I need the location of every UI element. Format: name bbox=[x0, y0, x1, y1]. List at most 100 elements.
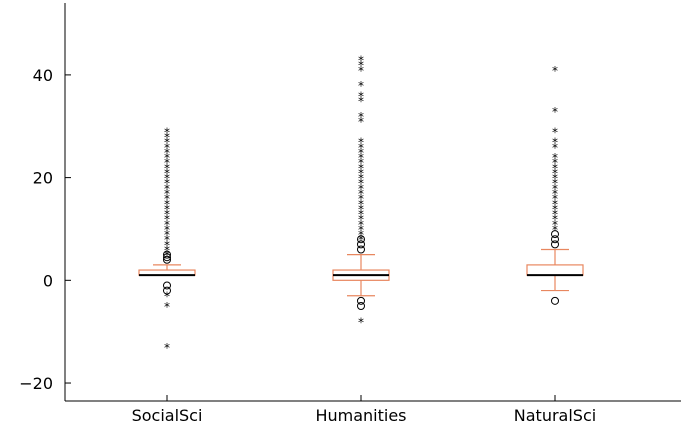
outlier-circle bbox=[163, 281, 171, 290]
outlier-asterisk: * bbox=[358, 187, 364, 201]
outlier-asterisk: * bbox=[552, 105, 558, 119]
outlier-asterisk: * bbox=[552, 136, 558, 150]
outlier-asterisk: * bbox=[164, 161, 170, 175]
outlier-asterisk: * bbox=[358, 95, 364, 109]
outlier-asterisk: * bbox=[358, 156, 364, 170]
outlier-circle bbox=[551, 235, 559, 244]
y-tick-label: −20 bbox=[19, 374, 53, 393]
box-group-socialsci: **************************** bbox=[138, 125, 196, 355]
outlier-asterisk: * bbox=[552, 141, 558, 155]
outlier-asterisk: * bbox=[164, 341, 170, 355]
outlier-asterisk: * bbox=[358, 213, 364, 227]
outlier-asterisk: * bbox=[358, 208, 364, 222]
outlier-asterisk: * bbox=[358, 64, 364, 78]
outlier-asterisk: * bbox=[358, 59, 364, 73]
outlier-asterisk: * bbox=[358, 202, 364, 216]
outlier-asterisk: * bbox=[552, 223, 558, 237]
outlier-asterisk: * bbox=[164, 177, 170, 191]
outlier-asterisk: * bbox=[164, 233, 170, 247]
outlier-asterisk: * bbox=[552, 125, 558, 139]
outlier-asterisk: * bbox=[358, 172, 364, 186]
outlier-asterisk: * bbox=[552, 197, 558, 211]
outlier-circle bbox=[357, 301, 365, 310]
outlier-asterisk: * bbox=[164, 202, 170, 216]
outlier-asterisk: * bbox=[164, 182, 170, 196]
outlier-asterisk: * bbox=[358, 136, 364, 150]
outlier-circle bbox=[357, 245, 365, 254]
outlier-asterisk: * bbox=[164, 156, 170, 170]
x-tick-label-socialsci: SocialSci bbox=[132, 406, 203, 425]
outlier-asterisk: * bbox=[358, 146, 364, 160]
outlier-circle bbox=[357, 235, 365, 244]
axes bbox=[64, 3, 681, 402]
outlier-asterisk: * bbox=[164, 146, 170, 160]
outlier-asterisk: * bbox=[358, 315, 364, 329]
outlier-asterisk: * bbox=[358, 228, 364, 242]
outlier-circle bbox=[163, 286, 171, 295]
box-group-humanities: ***************************** bbox=[332, 53, 390, 329]
outlier-asterisk: * bbox=[358, 218, 364, 232]
x-tick-label-humanities: Humanities bbox=[315, 406, 406, 425]
outlier-asterisk: * bbox=[164, 244, 170, 258]
outlier-asterisk: * bbox=[552, 166, 558, 180]
outlier-asterisk: * bbox=[552, 213, 558, 227]
outlier-asterisk: * bbox=[164, 187, 170, 201]
outlier-circle bbox=[357, 240, 365, 249]
x-tick-label-naturalsci: NaturalSci bbox=[514, 406, 596, 425]
outlier-asterisk: * bbox=[552, 177, 558, 191]
outlier-asterisk: * bbox=[164, 166, 170, 180]
box-group-naturalsci: ******************** bbox=[526, 64, 584, 305]
y-tick-label: 40 bbox=[33, 66, 53, 85]
outlier-asterisk: * bbox=[164, 151, 170, 165]
outlier-asterisk: * bbox=[164, 249, 170, 263]
outlier-asterisk: * bbox=[552, 208, 558, 222]
outlier-asterisk: * bbox=[552, 64, 558, 78]
outlier-asterisk: * bbox=[358, 197, 364, 211]
outlier-asterisk: * bbox=[358, 79, 364, 93]
iqr-box bbox=[526, 264, 584, 276]
outlier-asterisk: * bbox=[552, 187, 558, 201]
outlier-asterisk: * bbox=[164, 197, 170, 211]
outlier-asterisk: * bbox=[552, 202, 558, 216]
outlier-asterisk: * bbox=[164, 192, 170, 206]
outlier-asterisk: * bbox=[358, 53, 364, 67]
outlier-asterisk: * bbox=[358, 177, 364, 191]
outlier-asterisk: * bbox=[164, 172, 170, 186]
outlier-asterisk: * bbox=[164, 131, 170, 145]
outlier-circle bbox=[551, 240, 559, 249]
outlier-asterisk: * bbox=[164, 238, 170, 252]
chart-marks: ****************************************… bbox=[138, 53, 584, 355]
outlier-asterisk: * bbox=[358, 151, 364, 165]
y-tick-label: 0 bbox=[43, 271, 53, 290]
outlier-circle bbox=[163, 255, 171, 264]
outlier-asterisk: * bbox=[552, 156, 558, 170]
outlier-asterisk: * bbox=[358, 166, 364, 180]
outlier-circle bbox=[551, 296, 559, 305]
outlier-asterisk: * bbox=[164, 208, 170, 222]
outlier-asterisk: * bbox=[164, 223, 170, 237]
outlier-circle bbox=[551, 230, 559, 239]
outlier-asterisk: * bbox=[358, 110, 364, 124]
tick-labels: −20 0 20 40 SocialSci Humanities NaturalSci bbox=[19, 66, 596, 425]
outlier-asterisk: * bbox=[552, 182, 558, 196]
outlier-asterisk: * bbox=[552, 172, 558, 186]
outlier-asterisk: * bbox=[358, 161, 364, 175]
outlier-asterisk: * bbox=[164, 300, 170, 314]
outlier-asterisk: * bbox=[164, 290, 170, 304]
outlier-circle bbox=[163, 253, 171, 262]
outlier-asterisk: * bbox=[552, 192, 558, 206]
outlier-asterisk: * bbox=[358, 192, 364, 206]
outlier-asterisk: * bbox=[164, 141, 170, 155]
outlier-asterisk: * bbox=[358, 233, 364, 247]
outlier-asterisk: * bbox=[552, 218, 558, 232]
outlier-asterisk: * bbox=[164, 213, 170, 227]
outlier-asterisk: * bbox=[358, 141, 364, 155]
outlier-asterisk: * bbox=[164, 228, 170, 242]
outlier-asterisk: * bbox=[552, 151, 558, 165]
outlier-circle bbox=[357, 296, 365, 305]
outlier-asterisk: * bbox=[358, 115, 364, 129]
outlier-asterisk: * bbox=[358, 89, 364, 103]
outlier-asterisk: * bbox=[358, 223, 364, 237]
outlier-circle bbox=[163, 250, 171, 259]
y-tick-label: 20 bbox=[33, 169, 53, 188]
